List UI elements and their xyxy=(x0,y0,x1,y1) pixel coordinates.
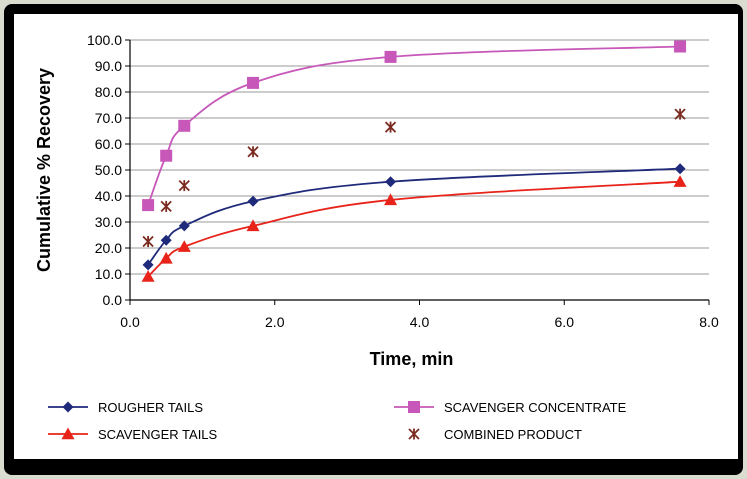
y-tick-label: 30.0 xyxy=(95,214,122,230)
data-point-scavenger-tails xyxy=(159,251,173,264)
legend-label: SCAVENGER CONCENTRATE xyxy=(444,400,627,415)
x-tick-label: 0.0 xyxy=(120,314,140,330)
data-point-rougher-tails xyxy=(142,259,154,271)
series-line-scavenger-concentrate xyxy=(147,45,681,206)
y-tick-label: 0.0 xyxy=(103,292,123,308)
data-point-scavenger-concentrate xyxy=(247,76,260,89)
y-tick-label: 10.0 xyxy=(95,266,122,282)
y-tick-label: 20.0 xyxy=(95,240,122,256)
recovery-chart: 0.0 10.0 20.0 30.0 40.0 50.0 60.0 70.0 80.0 90.0 1… xyxy=(34,32,719,442)
legend-item-scavenger-tails: SCAVENGER TAILS xyxy=(48,427,218,442)
legend-label: COMBINED PRODUCT xyxy=(444,427,582,442)
data-point-scavenger-tails xyxy=(177,240,191,252)
data-point-rougher-tails xyxy=(247,195,259,207)
gridlines xyxy=(130,39,709,275)
series-scavenger-tails xyxy=(141,175,687,282)
series-layer xyxy=(141,40,687,282)
legend-item-rougher-tails: ROUGHER TAILS xyxy=(48,400,203,415)
y-tick-label: 40.0 xyxy=(95,188,122,204)
y-tick-label: 90.0 xyxy=(95,58,122,74)
series-scavenger-concentrate xyxy=(142,40,687,212)
data-point-scavenger-tails xyxy=(246,219,260,232)
y-tick-label: 60.0 xyxy=(95,136,122,152)
legend-label: SCAVENGER TAILS xyxy=(98,427,218,442)
axes: 0.0 10.0 20.0 30.0 40.0 50.0 60.0 70.0 80.0 90.0 1… xyxy=(87,32,719,330)
y-tick-label: 100.0 xyxy=(87,32,122,48)
x-tick-label: 6.0 xyxy=(555,314,575,330)
data-point-combined-product xyxy=(384,121,397,133)
data-point-combined-product xyxy=(142,235,154,248)
chart-frame: 0.0 10.0 20.0 30.0 40.0 50.0 60.0 70.0 80.0 90.0 1… xyxy=(4,4,743,475)
data-point-scavenger-concentrate xyxy=(178,119,191,132)
data-point-combined-product xyxy=(674,108,686,120)
y-tick-label: 50.0 xyxy=(95,162,122,178)
series-combined-product xyxy=(142,108,686,248)
x-axis-title: Time, min xyxy=(370,349,454,369)
y-axis-title: Cumulative % Recovery xyxy=(34,68,54,272)
legend-label: ROUGHER TAILS xyxy=(98,400,203,415)
y-tick-label: 70.0 xyxy=(95,110,122,126)
data-point-rougher-tails xyxy=(160,234,172,246)
data-point-scavenger-concentrate xyxy=(384,50,397,63)
data-point-scavenger-tails xyxy=(384,193,398,206)
data-point-scavenger-tails xyxy=(141,270,155,282)
y-tick-label: 80.0 xyxy=(95,84,122,100)
x-tick-label: 8.0 xyxy=(699,314,719,330)
legend-item-combined-product: COMBINED PRODUCT xyxy=(408,427,582,442)
series-rougher-tails xyxy=(142,163,686,271)
data-point-scavenger-tails xyxy=(673,175,687,187)
legend-marker xyxy=(62,401,74,413)
legend-marker xyxy=(61,427,75,440)
legend: ROUGHER TAILS SCAVENGER CONCENTRATE SCAVEN… xyxy=(48,400,627,442)
data-point-scavenger-concentrate xyxy=(160,149,173,162)
legend-marker xyxy=(408,428,420,440)
legend-marker xyxy=(408,401,420,413)
data-point-rougher-tails xyxy=(178,220,190,232)
data-point-scavenger-concentrate xyxy=(142,199,155,212)
chart-panel: 0.0 10.0 20.0 30.0 40.0 50.0 60.0 70.0 80.0 90.0 1… xyxy=(14,14,738,459)
legend-item-scavenger-concentrate: SCAVENGER CONCENTRATE xyxy=(394,400,627,415)
x-tick-label: 4.0 xyxy=(410,314,430,330)
series-line-rougher-tails xyxy=(147,167,681,266)
data-point-combined-product xyxy=(160,200,172,213)
data-point-combined-product xyxy=(247,146,259,158)
data-point-rougher-tails xyxy=(674,163,686,175)
data-point-combined-product xyxy=(178,179,190,192)
x-tick-label: 2.0 xyxy=(265,314,285,330)
data-point-scavenger-concentrate xyxy=(674,40,687,53)
data-point-rougher-tails xyxy=(385,176,397,188)
